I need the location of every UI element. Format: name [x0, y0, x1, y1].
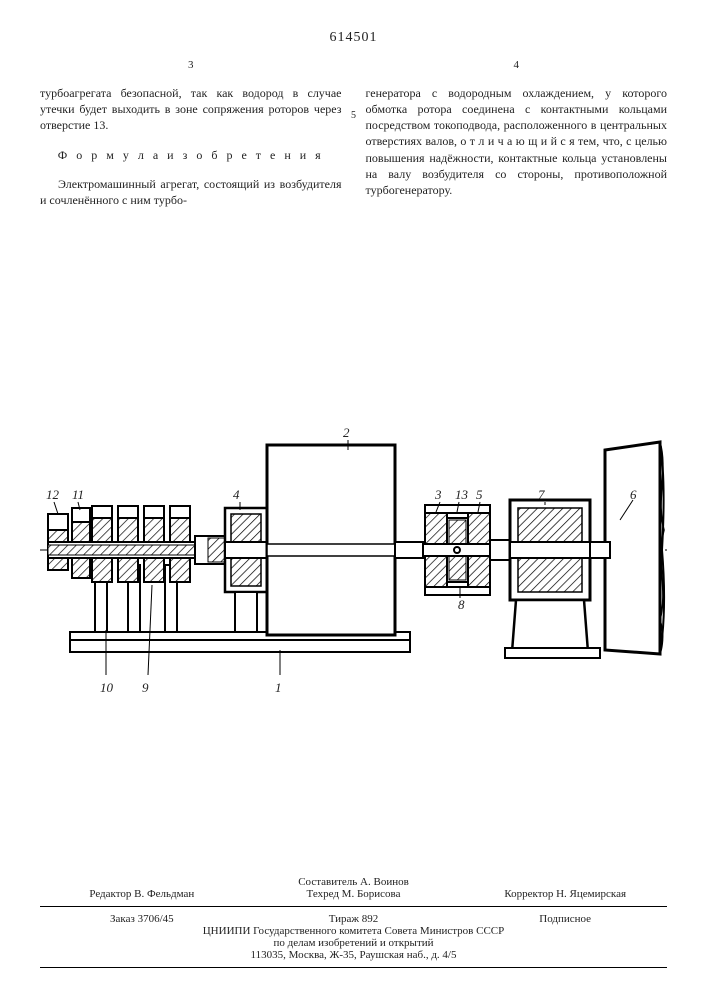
callout-13: 13 — [455, 487, 468, 503]
right-page-num: 4 — [366, 58, 668, 73]
footer-compiler: Составитель А. Воинов — [40, 876, 667, 888]
callout-9: 9 — [142, 680, 149, 696]
callout-8: 8 — [458, 597, 465, 613]
footer-editor: Редактор В. Фельдман — [40, 888, 244, 900]
footer-tirazh: Тираж 892 — [252, 913, 456, 925]
footer-rule-2 — [40, 967, 667, 968]
footer-podpisnoe: Подписное — [463, 913, 667, 925]
callout-11: 11 — [72, 487, 84, 503]
figure-svg — [40, 250, 667, 710]
doc-number: 614501 — [40, 30, 667, 46]
callout-1: 1 — [275, 680, 282, 696]
right-column: 4 генератора с водородным охлаждением, у… — [366, 58, 668, 220]
left-p2: Электромашинный агрегат, состоящий из во… — [40, 176, 342, 208]
callout-4: 4 — [233, 487, 240, 503]
callout-6: 6 — [630, 487, 637, 503]
callout-10: 10 — [100, 680, 113, 696]
footer-org2: по делам изобретений и открытий — [40, 937, 667, 949]
line-marker-5: 5 — [351, 110, 356, 121]
footer-order: Заказ 3706/45 — [40, 913, 244, 925]
callout-5: 5 — [476, 487, 483, 503]
right-p1: генератора с водородным охлаждением, у к… — [366, 85, 668, 198]
callout-2: 2 — [343, 425, 350, 441]
callout-7: 7 — [538, 487, 545, 503]
left-column: 3 турбоагрегата безопасной, так как водо… — [40, 58, 342, 220]
claim-heading: Ф о р м у л а и з о б р е т е н и я — [40, 147, 342, 163]
footer-addr: 113035, Москва, Ж-35, Раушская наб., д. … — [40, 949, 667, 961]
footer-org1: ЦНИИПИ Государственного комитета Совета … — [40, 925, 667, 937]
figure: 1 2 3 4 5 6 7 8 9 10 11 12 13 — [40, 250, 667, 710]
footer-print-row: Заказ 3706/45 Тираж 892 Подписное — [40, 913, 667, 925]
text-columns: 3 турбоагрегата безопасной, так как водо… — [40, 58, 667, 220]
left-p1: турбоагрегата безопасной, так как водоро… — [40, 85, 342, 134]
footer: Составитель А. Воинов Редактор В. Фельдм… — [40, 876, 667, 974]
footer-rule-1 — [40, 906, 667, 907]
footer-credits-row: Редактор В. Фельдман Техред М. Борисова … — [40, 888, 667, 900]
left-page-num: 3 — [40, 58, 342, 73]
page: 614501 3 турбоагрегата безопасной, так к… — [0, 0, 707, 1000]
callout-3: 3 — [435, 487, 442, 503]
callout-12: 12 — [46, 487, 59, 503]
footer-corrector: Корректор Н. Яцемирская — [463, 888, 667, 900]
footer-tech: Техред М. Борисова — [252, 888, 456, 900]
